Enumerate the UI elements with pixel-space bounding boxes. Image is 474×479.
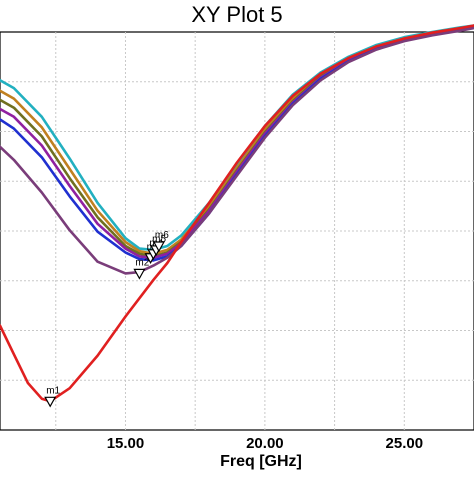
marker-m2 [133,268,146,280]
x-axis-label: Freq [GHz] [220,453,302,470]
x-tick-label: 20.00 [246,435,284,452]
marker-label-m2: m2 [135,257,149,268]
marker-label-m5: m5 [152,234,166,245]
series-line-6 [0,26,474,275]
grid [0,32,474,430]
x-tick-label: 25.00 [386,435,424,452]
marker-group: m1m2m3m4m5m6 [44,230,169,408]
marker-m1 [44,396,57,408]
marker-m6 [152,241,165,253]
x-tick-labels: 15.00 20.00 25.00 [107,435,423,452]
marker-label-m1: m1 [46,385,60,396]
marker-label-m6: m6 [155,230,169,241]
series-line-7 [0,24,474,403]
chart-title: XY Plot 5 [191,2,282,27]
x-tick-label: 15.00 [107,435,145,452]
series-group [0,24,474,403]
